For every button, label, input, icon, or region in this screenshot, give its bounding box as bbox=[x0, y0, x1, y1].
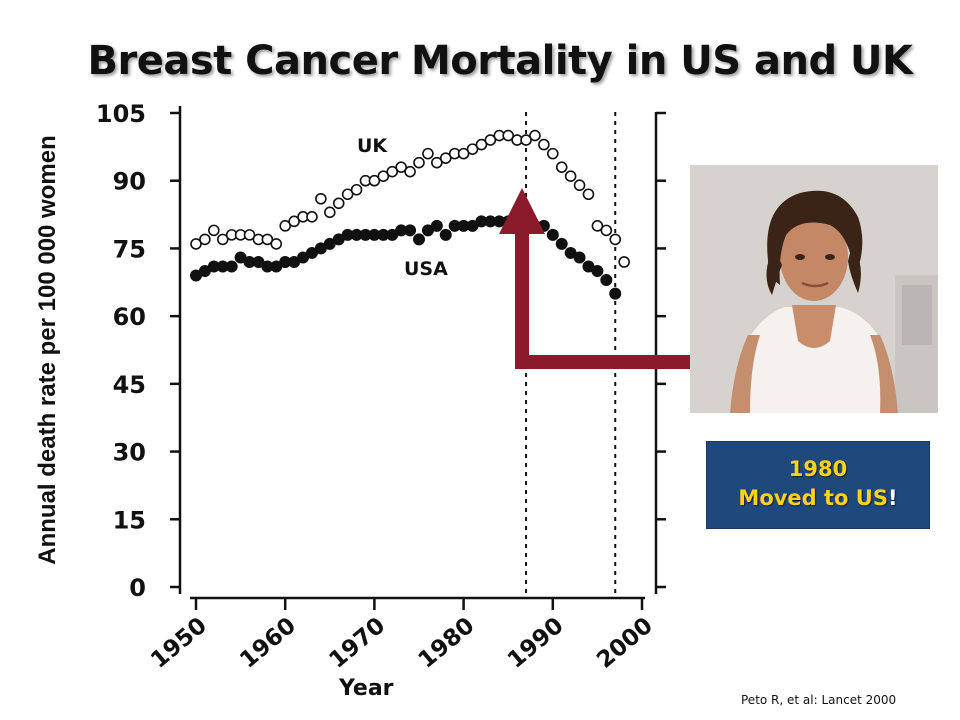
x-tick-label: 1950 bbox=[146, 613, 212, 674]
usa-data-point bbox=[573, 251, 586, 264]
usa-data-point bbox=[404, 224, 417, 237]
callout-line: Moved to US! bbox=[707, 484, 929, 513]
y-tick-label: 75 bbox=[113, 235, 146, 263]
callout-exclaim: ! bbox=[887, 486, 898, 510]
x-tick-label: 1960 bbox=[235, 613, 301, 674]
uk-data-point bbox=[529, 129, 541, 142]
y-axis-label: Annual death rate per 100 000 women bbox=[34, 135, 61, 565]
uk-data-point bbox=[475, 138, 488, 151]
x-axis-label: Year bbox=[339, 676, 394, 701]
uk-data-point bbox=[422, 147, 434, 160]
usa-series-label: USA bbox=[404, 258, 448, 280]
uk-data-point bbox=[288, 215, 300, 228]
x-tick-label: 2000 bbox=[592, 613, 658, 674]
callout-year: 1980 bbox=[788, 457, 848, 481]
citation: Peto R, et al: Lancet 2000 bbox=[741, 693, 897, 707]
uk-data-point bbox=[341, 188, 354, 201]
uk-data-point bbox=[609, 233, 622, 246]
x-tick-label: 1980 bbox=[414, 613, 480, 674]
usa-data-point bbox=[413, 233, 425, 246]
y-tick-label: 90 bbox=[113, 168, 146, 196]
uk-data-point bbox=[538, 138, 550, 151]
uk-data-point bbox=[350, 183, 363, 196]
usa-data-point bbox=[546, 228, 559, 241]
uk-data-point bbox=[520, 134, 532, 146]
uk-data-point bbox=[315, 192, 327, 205]
uk-data-point bbox=[466, 143, 479, 155]
y-tick-label: 15 bbox=[113, 506, 146, 534]
uk-data-point bbox=[261, 233, 274, 246]
woman-portrait-photo bbox=[690, 165, 938, 413]
usa-data-point bbox=[430, 219, 443, 232]
uk-data-point bbox=[431, 156, 443, 169]
uk-data-point bbox=[404, 165, 416, 178]
pointer-arrow-head bbox=[499, 188, 545, 234]
usa-data-point bbox=[555, 237, 568, 250]
uk-data-point bbox=[208, 224, 220, 237]
uk-series-label: UK bbox=[357, 135, 388, 157]
y-tick-label: 105 bbox=[96, 100, 146, 128]
usa-data-point bbox=[225, 260, 238, 273]
y-tick-label: 30 bbox=[113, 439, 146, 467]
uk-data-point bbox=[199, 233, 211, 246]
uk-data-point bbox=[600, 224, 613, 237]
y-tick-label: 45 bbox=[113, 371, 146, 399]
portrait-image bbox=[690, 165, 938, 413]
uk-data-point bbox=[377, 170, 390, 182]
uk-data-point bbox=[582, 188, 595, 201]
uk-data-point bbox=[386, 165, 399, 178]
pointer-arrow-shaft bbox=[515, 234, 690, 369]
x-tick-label: 1970 bbox=[325, 613, 391, 674]
uk-data-point bbox=[368, 174, 381, 187]
uk-data-point bbox=[216, 233, 229, 246]
uk-data-point bbox=[332, 197, 345, 210]
uk-data-point bbox=[323, 206, 336, 219]
y-tick-label: 60 bbox=[113, 303, 146, 331]
uk-data-point bbox=[546, 147, 559, 160]
uk-data-point bbox=[243, 229, 256, 241]
callout-text: Moved to US bbox=[738, 486, 888, 510]
uk-data-point bbox=[457, 147, 470, 160]
uk-data-point bbox=[591, 220, 604, 232]
y-tick-label: 0 bbox=[129, 574, 146, 602]
uk-data-point bbox=[484, 134, 497, 146]
usa-data-point bbox=[609, 287, 622, 300]
uk-data-point bbox=[270, 238, 283, 250]
x-tick-label: 1990 bbox=[503, 613, 569, 674]
uk-data-point bbox=[618, 256, 630, 268]
uk-data-point bbox=[306, 211, 318, 223]
uk-data-point bbox=[564, 170, 577, 182]
usa-data-point bbox=[600, 274, 613, 287]
uk-data-point bbox=[439, 152, 452, 164]
uk-data-point bbox=[555, 161, 568, 173]
slide-title: Breast Cancer Mortality in US and UK bbox=[87, 38, 913, 84]
uk-data-point bbox=[279, 220, 292, 232]
uk-data-point bbox=[573, 179, 586, 192]
moved-to-us-callout: 1980 Moved to US! bbox=[706, 441, 930, 529]
uk-data-point bbox=[413, 156, 425, 169]
uk-data-point bbox=[502, 129, 515, 142]
uk-data-point bbox=[395, 161, 407, 173]
uk-data-point bbox=[190, 238, 202, 250]
usa-data-point bbox=[591, 265, 604, 277]
usa-data-point bbox=[439, 228, 452, 241]
